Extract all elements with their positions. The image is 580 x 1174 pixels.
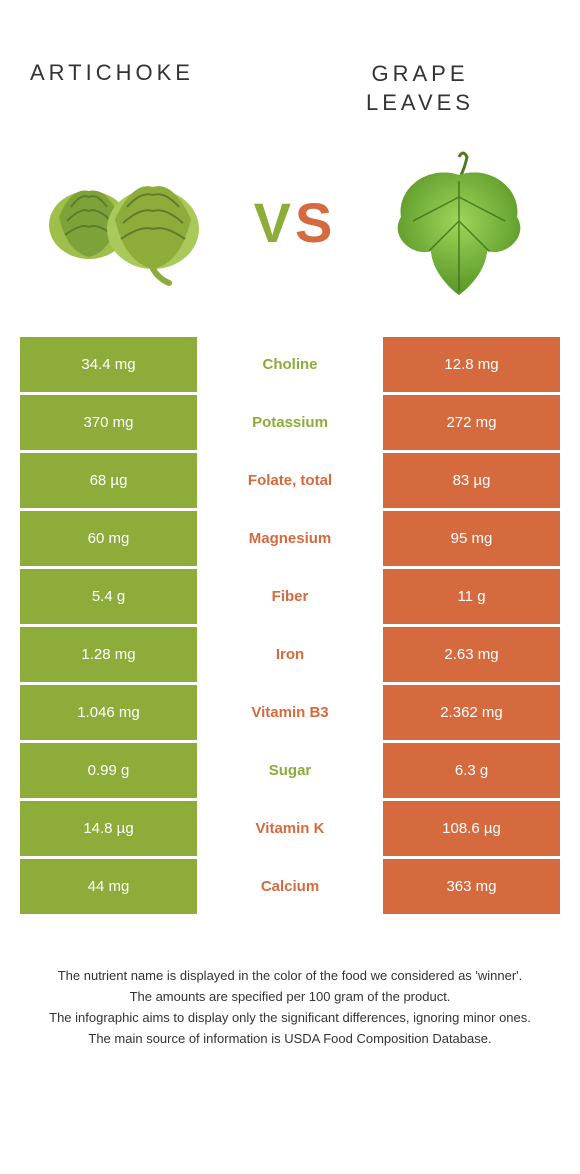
- cell-right-value: 2.63 mg: [380, 627, 560, 682]
- hero-row: VS: [0, 137, 580, 337]
- cell-nutrient-label: Vitamin B3: [200, 685, 380, 740]
- cell-left-value: 60 mg: [20, 511, 200, 566]
- footnote-line: The amounts are specified per 100 gram o…: [30, 988, 550, 1007]
- header: Artichoke Grape Leaves: [0, 0, 580, 137]
- cell-right-value: 272 mg: [380, 395, 560, 450]
- table-row: 68 µgFolate, total83 µg: [20, 453, 560, 511]
- cell-left-value: 44 mg: [20, 859, 200, 914]
- nutrient-table: 34.4 mgCholine12.8 mg370 mgPotassium272 …: [20, 337, 560, 917]
- food-right-title: Grape Leaves: [290, 60, 550, 117]
- cell-left-value: 1.046 mg: [20, 685, 200, 740]
- cell-nutrient-label: Magnesium: [200, 511, 380, 566]
- cell-right-value: 12.8 mg: [380, 337, 560, 392]
- cell-left-value: 14.8 µg: [20, 801, 200, 856]
- cell-nutrient-label: Folate, total: [200, 453, 380, 508]
- table-row: 1.046 mgVitamin B32.362 mg: [20, 685, 560, 743]
- cell-nutrient-label: Sugar: [200, 743, 380, 798]
- food-right-title-line1: Grape: [371, 61, 468, 86]
- cell-nutrient-label: Vitamin K: [200, 801, 380, 856]
- footnote-line: The main source of information is USDA F…: [30, 1030, 550, 1049]
- footnote-line: The nutrient name is displayed in the co…: [30, 967, 550, 986]
- food-right-title-line2: Leaves: [366, 90, 474, 115]
- table-row: 1.28 mgIron2.63 mg: [20, 627, 560, 685]
- cell-left-value: 0.99 g: [20, 743, 200, 798]
- food-left-title: Artichoke: [30, 60, 290, 117]
- vs-label: VS: [254, 190, 337, 255]
- table-row: 370 mgPotassium272 mg: [20, 395, 560, 453]
- cell-right-value: 6.3 g: [380, 743, 560, 798]
- cell-left-value: 5.4 g: [20, 569, 200, 624]
- cell-left-value: 370 mg: [20, 395, 200, 450]
- vs-s: S: [295, 191, 336, 254]
- vs-v: V: [254, 191, 295, 254]
- cell-left-value: 68 µg: [20, 453, 200, 508]
- cell-left-value: 34.4 mg: [20, 337, 200, 392]
- footnotes: The nutrient name is displayed in the co…: [30, 967, 550, 1050]
- table-row: 34.4 mgCholine12.8 mg: [20, 337, 560, 395]
- cell-left-value: 1.28 mg: [20, 627, 200, 682]
- cell-right-value: 95 mg: [380, 511, 560, 566]
- table-row: 5.4 gFiber11 g: [20, 569, 560, 627]
- footnote-line: The infographic aims to display only the…: [30, 1009, 550, 1028]
- table-row: 60 mgMagnesium95 mg: [20, 511, 560, 569]
- cell-right-value: 83 µg: [380, 453, 560, 508]
- cell-nutrient-label: Fiber: [200, 569, 380, 624]
- table-row: 0.99 gSugar6.3 g: [20, 743, 560, 801]
- grape-leaf-icon: [379, 147, 539, 297]
- cell-nutrient-label: Calcium: [200, 859, 380, 914]
- cell-right-value: 108.6 µg: [380, 801, 560, 856]
- cell-nutrient-label: Choline: [200, 337, 380, 392]
- artichoke-icon: [41, 157, 211, 287]
- table-row: 44 mgCalcium363 mg: [20, 859, 560, 917]
- cell-right-value: 363 mg: [380, 859, 560, 914]
- table-row: 14.8 µgVitamin K108.6 µg: [20, 801, 560, 859]
- cell-nutrient-label: Potassium: [200, 395, 380, 450]
- cell-right-value: 2.362 mg: [380, 685, 560, 740]
- cell-right-value: 11 g: [380, 569, 560, 624]
- cell-nutrient-label: Iron: [200, 627, 380, 682]
